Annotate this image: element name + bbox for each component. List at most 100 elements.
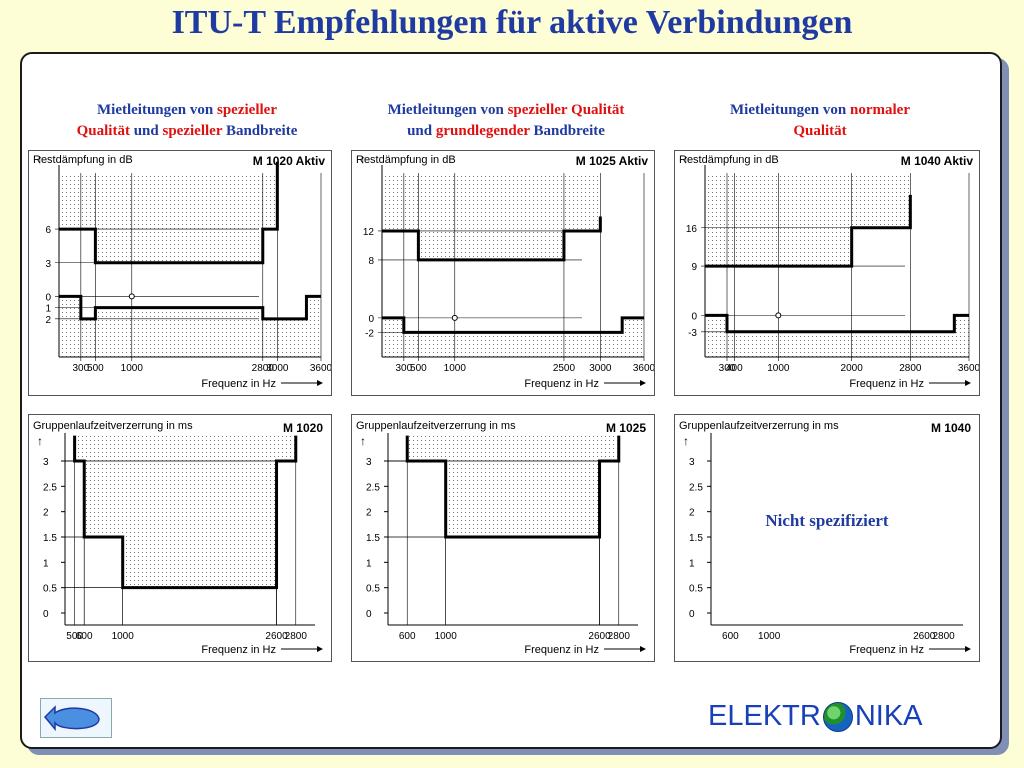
y-tick-label: 1.5 (366, 533, 380, 544)
up-arrow-icon: ↑ (37, 152, 43, 166)
column-header-3: Mietleitungen von normaler Qualität (655, 100, 985, 142)
x-tick-label: 1000 (112, 631, 135, 642)
x-tick-label: 1000 (767, 363, 790, 374)
y-tick-label: 1 (366, 558, 372, 569)
y-tick-label: 9 (691, 262, 697, 273)
page-title: ITU-T Empfehlungen für aktive Verbindung… (171, 4, 853, 41)
reference-point (451, 314, 458, 321)
lower-limit-line (59, 294, 321, 321)
header-text: Mietleitungen von (97, 102, 217, 118)
x-tick-label: 500 (66, 631, 83, 642)
reference-point (128, 293, 135, 300)
x-tick-label: 1000 (435, 631, 458, 642)
y-tick-label: 1.5 (689, 533, 703, 544)
upper-limit-line (705, 194, 912, 268)
y-tick-label: -2 (365, 328, 374, 339)
x-tick-label: 3600 (958, 363, 979, 374)
y-tick-label: 1.5 (43, 533, 57, 544)
column-header-2: Mietleitungen von spezieller Qualität und… (341, 100, 671, 142)
arrow-head (965, 380, 971, 386)
logo-text-left: ELEKTR (708, 700, 821, 732)
model-label: M 1020 (283, 421, 323, 435)
y-axis-label: Gruppenlaufzeitverzerrung in ms (33, 420, 193, 432)
y-tick-label: 1 (689, 558, 695, 569)
y-tick-label: 6 (45, 225, 51, 236)
limit-line (73, 435, 298, 590)
x-tick-label: 2600 (588, 631, 611, 642)
model-label: M 1040 (931, 421, 971, 435)
x-tick-label: 3000 (266, 363, 289, 374)
lower-limit-region (59, 296, 321, 357)
x-axis-label: Frequenz in Hz (849, 644, 924, 656)
x-tick-label: 3000 (589, 363, 612, 374)
header-text: und (129, 123, 163, 139)
delay-chart-m1040: ↑ 3 2.5 2 1.5 1 0.5 0 600 1000 2600 2800 Gruppenlauf… (674, 414, 980, 662)
globe-icon (822, 701, 853, 732)
y-tick-label: 0 (368, 314, 374, 325)
y-tick-label: 3 (366, 457, 372, 468)
y-tick-label: 2.5 (689, 482, 703, 493)
x-tick-label: 2500 (553, 363, 576, 374)
y-tick-label: 0.5 (689, 584, 703, 595)
limit-region (74, 435, 296, 588)
y-tick-label: 0.5 (43, 584, 57, 595)
x-tick-label: 1000 (121, 363, 144, 374)
x-tick-label: 2800 (899, 363, 922, 374)
x-tick-label: 1000 (444, 363, 467, 374)
x-tick-label: 2800 (252, 363, 275, 374)
x-tick-label: 600 (722, 631, 739, 642)
x-tick-label: 300 (719, 363, 736, 374)
arrow-head (640, 646, 646, 652)
y-tick-label: 0 (689, 609, 695, 620)
x-tick-label: 2800 (285, 631, 308, 642)
header-text: Mietleitungen von (387, 102, 508, 118)
header-text: normaler (850, 102, 910, 118)
x-tick-label: 1000 (758, 631, 781, 642)
delay-chart-m1025: ↑ 3 2.5 2 1.5 1 0.5 0 600 1000 2600 2800 Gruppenlauf… (351, 414, 655, 662)
attenuation-chart-m1025: ↑ 12 8 0 -2 300 500 1000 2500 3000 3600 Restdämpfun… (351, 150, 655, 396)
header-text: spezieller Qualität (507, 102, 625, 118)
lower-limit-line (382, 316, 644, 334)
y-axis-label: Gruppenlaufzeitverzerrung in ms (679, 420, 839, 432)
up-arrow-icon: ↑ (683, 434, 689, 448)
model-label: M 1025 Aktiv (576, 154, 649, 168)
y-tick-label: 3 (689, 457, 695, 468)
x-tick-label: 500 (410, 363, 427, 374)
y-axis-label: Restdämpfung in dB (679, 154, 779, 166)
upper-limit-region (382, 173, 601, 260)
y-axis-label: Restdämpfung in dB (33, 154, 133, 166)
logo-text-right: NIKA (854, 700, 923, 732)
lower-limit-line (705, 313, 969, 334)
arrow-head (965, 646, 971, 652)
x-tick-label: 3600 (310, 363, 331, 374)
x-tick-label: 2800 (608, 631, 631, 642)
y-tick-label: 1 (45, 304, 51, 315)
header-text: Mietleitungen von (730, 102, 850, 118)
up-arrow-icon: ↑ (683, 152, 689, 166)
y-tick-label: 0 (43, 609, 49, 620)
lower-limit-region (705, 315, 969, 357)
not-specified-label: Nicht spezifiziert (765, 511, 889, 530)
back-arrow-icon (43, 705, 100, 732)
y-axis-label: Gruppenlaufzeitverzerrung in ms (356, 420, 516, 432)
reference-point (775, 312, 782, 319)
y-tick-label: 8 (368, 256, 374, 267)
back-button[interactable] (40, 698, 112, 738)
model-label: M 1040 Aktiv (901, 154, 974, 168)
header-text: Bandbreite (529, 123, 605, 139)
x-axis-label: Frequenz in Hz (201, 378, 276, 390)
upper-limit-line (59, 161, 279, 265)
y-tick-label: 0 (691, 311, 697, 322)
header-text: grundlegender (435, 123, 530, 139)
model-label: M 1025 (606, 421, 646, 435)
y-tick-label: 0 (366, 609, 372, 620)
header-text: Bandbreite (222, 123, 298, 139)
delay-chart-m1020: ↑ 3 2.5 2 1.5 1 0.5 0 500 600 1000 2600 2800 Gruppenl… (28, 414, 332, 662)
y-tick-label: 2 (366, 508, 372, 519)
x-tick-label: 2000 (841, 363, 864, 374)
y-axis-label: Restdämpfung in dB (356, 154, 456, 166)
attenuation-chart-m1040: ↑ 16 9 0 -3 300 400 1000 2000 2800 3600 Restdämpfun… (674, 150, 980, 396)
lower-limit-region (382, 317, 644, 357)
